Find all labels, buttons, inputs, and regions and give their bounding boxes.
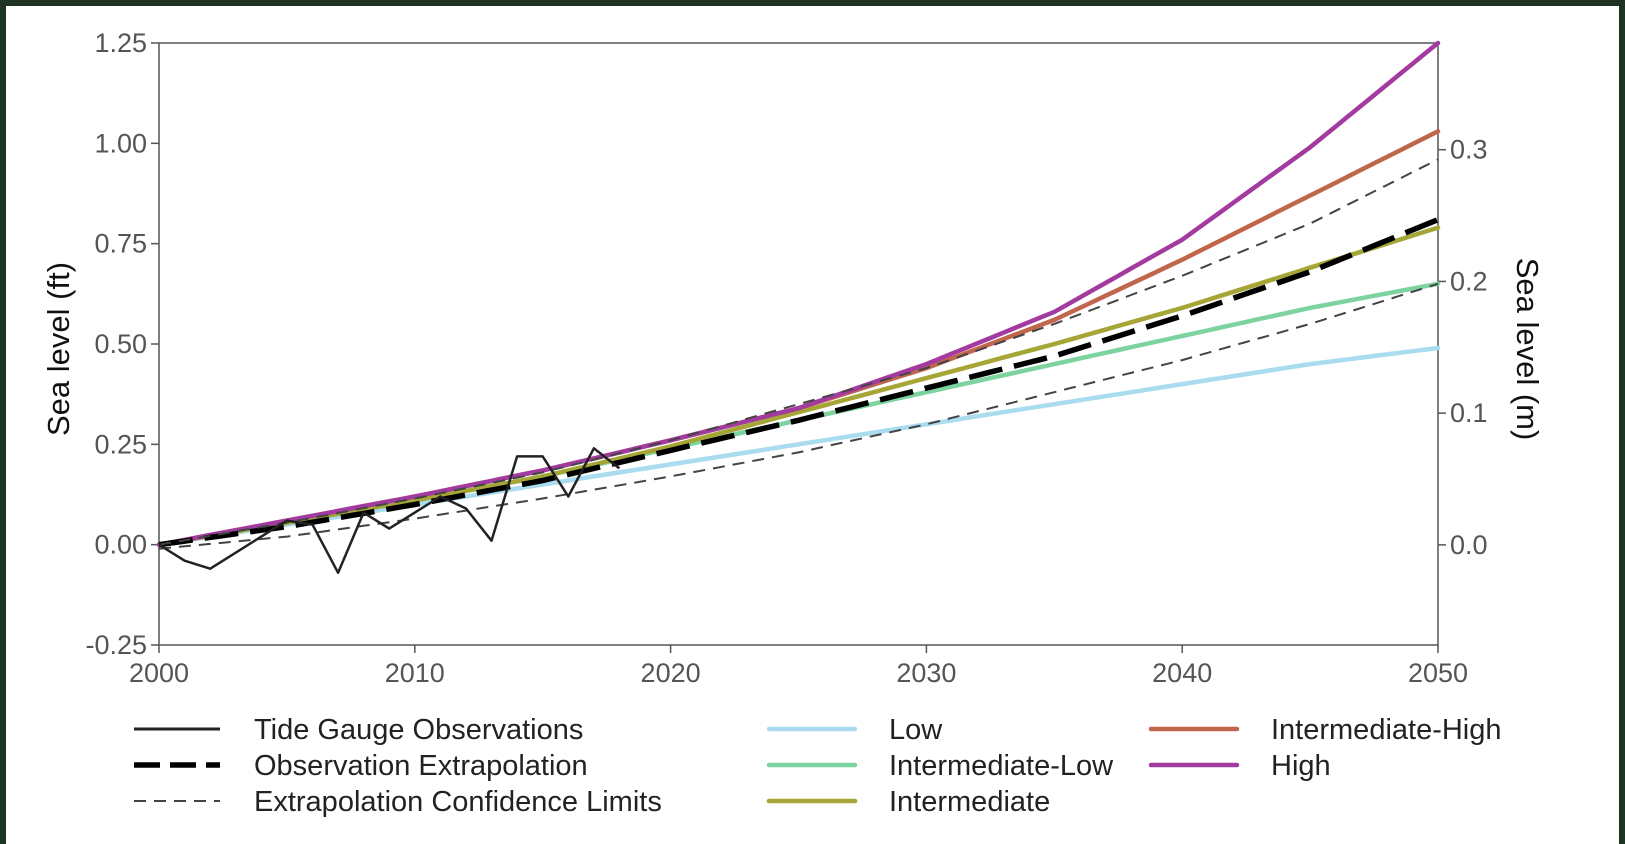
series-line-tide-gauge-observations bbox=[158, 447, 621, 575]
y-tick-label: 1.00 bbox=[94, 128, 147, 158]
x-tick-label: 2010 bbox=[385, 658, 445, 688]
chart-frame: Sea level (ft) Sea level (m) 2000 2010 202… bbox=[6, 6, 1619, 844]
series-line-high bbox=[156, 40, 1441, 547]
x-tick-label: 2020 bbox=[641, 658, 701, 688]
series-line-observation-extrapolation bbox=[158, 217, 1440, 548]
legend-label-extrapolation-confidence-limits: Extrapolation Confidence Limits bbox=[254, 786, 662, 818]
legend-label-intermediate-high: Intermediate-High bbox=[1271, 714, 1502, 746]
series-line-intermediate bbox=[156, 225, 1441, 547]
x-tick-label: 2050 bbox=[1408, 658, 1468, 688]
y-right-tick-label: 0.1 bbox=[1450, 398, 1488, 428]
y-tick-label: 0.75 bbox=[94, 229, 147, 259]
legend-label-low: Low bbox=[889, 714, 943, 746]
legend-label-tide-gauge-observations: Tide Gauge Observations bbox=[254, 714, 583, 746]
y-right-tick-label: 0.3 bbox=[1450, 135, 1488, 165]
y-axis-right-title: Sea level (m) bbox=[1510, 258, 1545, 441]
legend-label-high: High bbox=[1271, 750, 1331, 782]
y-axis-left-title: Sea level (ft) bbox=[41, 262, 76, 436]
series-line-extrapolation-confidence-limits bbox=[158, 282, 1439, 550]
x-tick-label: 2000 bbox=[129, 658, 189, 688]
legend-label-observation-extrapolation: Observation Extrapolation bbox=[254, 750, 588, 782]
y-tick-label: -0.25 bbox=[85, 630, 147, 660]
y-tick-label: 0.25 bbox=[94, 429, 147, 459]
sea-level-chart: Sea level (ft) Sea level (m) 2000 2010 202… bbox=[41, 28, 1545, 818]
y-right-tick-label: 0.0 bbox=[1450, 530, 1488, 560]
y-tick-label: 1.25 bbox=[94, 28, 147, 58]
legend-label-intermediate: Intermediate bbox=[889, 786, 1050, 818]
legend-label-intermediate-low: Intermediate-Low bbox=[889, 750, 1114, 782]
y-right-tick-label: 0.2 bbox=[1450, 266, 1488, 296]
y-tick-label: 0.50 bbox=[94, 329, 147, 359]
x-tick-label: 2030 bbox=[896, 658, 956, 688]
series-line-extrapolation-confidence-limits bbox=[158, 158, 1439, 546]
x-tick-label: 2040 bbox=[1152, 658, 1212, 688]
y-tick-label: 0.00 bbox=[94, 530, 147, 560]
plot-area-frame bbox=[158, 42, 1439, 646]
